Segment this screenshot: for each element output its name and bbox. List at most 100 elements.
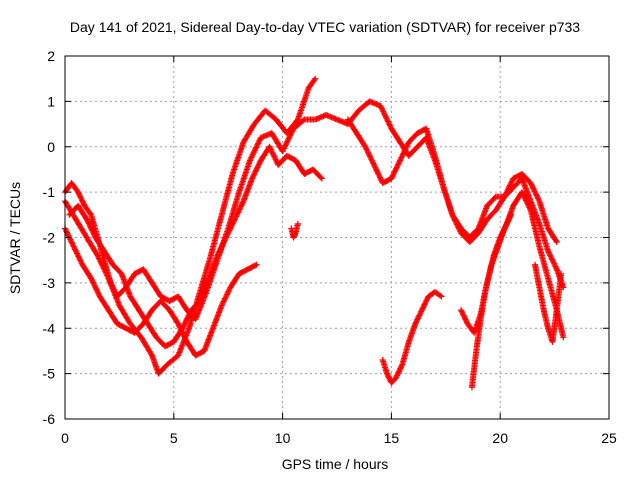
data-point-marker [396, 368, 403, 375]
data-point-marker [95, 290, 102, 297]
data-point-marker [182, 319, 189, 326]
series-satellite-track-G [379, 288, 445, 386]
data-point-marker [391, 169, 398, 176]
data-point-marker [401, 148, 408, 155]
data-point-marker [221, 238, 228, 245]
data-point-marker [403, 144, 410, 151]
data-point-marker [395, 369, 402, 376]
y-tick-label: -1 [43, 184, 56, 200]
data-point-marker [109, 282, 116, 289]
data-point-marker [72, 246, 79, 253]
data-point-marker [76, 254, 83, 261]
data-point-marker [375, 171, 382, 178]
data-point-marker [235, 209, 242, 216]
data-point-marker [66, 233, 73, 240]
y-tick-label: -3 [43, 275, 56, 291]
data-point-marker [182, 318, 189, 325]
data-point-marker [270, 152, 277, 159]
data-point-marker [526, 205, 533, 212]
data-point-marker [529, 184, 536, 191]
data-point-marker [553, 264, 560, 271]
data-point-marker [531, 188, 538, 195]
data-point-marker [266, 143, 273, 150]
data-point-marker [422, 300, 429, 307]
data-point-marker [63, 228, 70, 235]
data-point-marker [88, 276, 95, 283]
data-point-marker [459, 309, 466, 316]
y-tick-label: -5 [43, 366, 56, 382]
data-point-marker [412, 319, 419, 326]
data-point-marker [294, 220, 301, 227]
data-point-marker [226, 287, 233, 294]
data-point-marker [530, 185, 537, 192]
data-point-marker [535, 196, 542, 203]
data-point-marker [112, 289, 119, 296]
data-point-marker [522, 196, 529, 203]
data-point-marker [547, 253, 554, 260]
data-point-marker [230, 219, 237, 226]
data-point-marker [420, 303, 427, 310]
data-point-marker [221, 296, 228, 303]
data-point-marker [520, 191, 527, 198]
data-point-marker [78, 195, 85, 202]
data-point-marker [186, 311, 193, 318]
x-tick-label: 25 [601, 430, 617, 446]
data-point-marker [92, 283, 99, 290]
data-point-marker [399, 151, 406, 158]
data-point-marker [418, 307, 425, 314]
series-satellite-track-E [344, 116, 567, 291]
data-point-marker [373, 166, 380, 173]
data-point-marker [219, 242, 226, 249]
data-point-marker [77, 194, 84, 201]
data-point-marker [507, 181, 514, 188]
data-point-marker [92, 285, 99, 292]
data-point-marker [506, 182, 513, 189]
data-point-marker [404, 142, 411, 149]
data-point-marker [415, 313, 422, 320]
data-point-marker [507, 213, 514, 220]
data-point-marker [505, 217, 512, 224]
data-point-marker [397, 364, 404, 371]
data-point-marker [84, 217, 91, 224]
data-point-marker [506, 215, 513, 222]
data-point-marker [220, 240, 227, 247]
data-point-marker [69, 240, 76, 247]
data-point-marker [249, 174, 256, 181]
data-points [62, 75, 567, 391]
data-point-marker [393, 165, 400, 172]
data-point-marker [312, 75, 319, 82]
series-satellite-track-B [62, 225, 260, 359]
data-point-marker [181, 321, 188, 328]
data-point-marker [269, 150, 276, 157]
data-point-marker [217, 245, 224, 252]
data-point-marker [182, 336, 189, 343]
data-point-marker [74, 251, 81, 258]
data-point-marker [317, 174, 324, 181]
data-point-marker [231, 217, 238, 224]
data-point-marker [237, 205, 244, 212]
data-point-marker [87, 224, 94, 231]
data-point-marker [368, 157, 375, 164]
data-point-marker [185, 312, 192, 319]
data-point-marker [437, 292, 444, 299]
data-point-marker [93, 286, 100, 293]
data-point-marker [90, 230, 97, 237]
data-point-marker [216, 247, 223, 254]
data-point-marker [94, 287, 101, 294]
data-point-marker [398, 154, 405, 161]
data-point-marker [395, 161, 402, 168]
data-point-marker [532, 189, 539, 196]
data-point-marker [70, 242, 77, 249]
data-point-marker [218, 302, 225, 309]
data-point-marker [255, 162, 262, 169]
data-point-marker [390, 171, 397, 178]
data-point-marker [180, 323, 187, 330]
data-point-marker [110, 285, 117, 292]
data-point-marker [362, 143, 369, 150]
data-point-marker [534, 194, 541, 201]
data-point-marker [225, 288, 232, 295]
series-satellite-track-A [62, 75, 319, 377]
data-point-marker [110, 286, 117, 293]
data-point-marker [89, 228, 96, 235]
